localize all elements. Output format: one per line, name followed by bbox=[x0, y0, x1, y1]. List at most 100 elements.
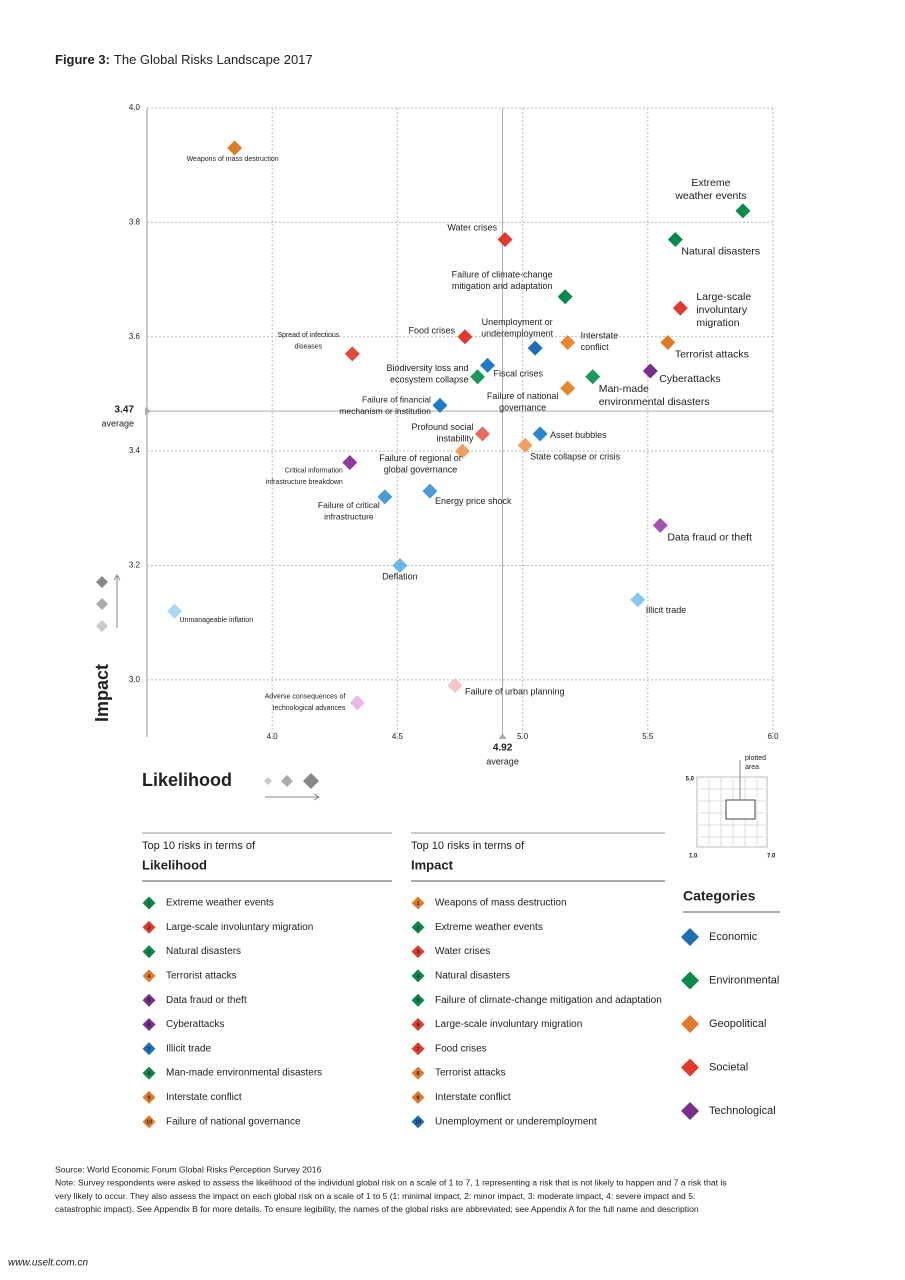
risk-point bbox=[432, 397, 448, 413]
inset-label: plotted area bbox=[745, 755, 766, 771]
point-label-line: Natural disasters bbox=[681, 245, 760, 257]
list-item: Natural disasters bbox=[166, 946, 241, 957]
list-item: Interstate conflict bbox=[435, 1092, 511, 1103]
point-label-line: Energy price shock bbox=[435, 496, 512, 506]
rank-marker bbox=[411, 969, 425, 983]
point-label: Failure of critical infrastructure bbox=[318, 500, 380, 522]
list-item: Failure of climate-change mitigation and… bbox=[435, 995, 662, 1006]
list-item: Unemployment or underemployment bbox=[435, 1116, 597, 1127]
rank-number: 8 bbox=[416, 1071, 419, 1077]
rank-marker bbox=[142, 993, 156, 1007]
list-item: Data fraud or theft bbox=[166, 995, 247, 1006]
inset-x-right: 7.0 bbox=[767, 854, 776, 860]
risk-point bbox=[652, 517, 668, 533]
rank-marker bbox=[142, 1090, 156, 1104]
list-item: Terrorist attacks bbox=[166, 971, 237, 982]
rank-number: 4 bbox=[147, 974, 151, 980]
point-label-line: Asset bubbles bbox=[550, 430, 607, 440]
legend-label: Technological bbox=[709, 1105, 776, 1117]
risk-point bbox=[457, 329, 473, 345]
risk-point bbox=[480, 357, 496, 373]
legend-marker bbox=[681, 928, 699, 946]
point-label: Profound social instability bbox=[411, 422, 474, 444]
point-label: Biodiversity loss and ecosystem collapse bbox=[386, 363, 468, 385]
point-label-line: infrastructure bbox=[324, 512, 374, 522]
point-label-line: mechanism or institution bbox=[339, 406, 431, 416]
point-label: Natural disasters bbox=[681, 245, 760, 257]
list-item: Water crises bbox=[435, 946, 490, 957]
point-label: Asset bubbles bbox=[550, 430, 607, 440]
point-label-line: Failure of financial bbox=[362, 395, 431, 405]
rank-number: 7 bbox=[147, 1047, 150, 1053]
x-axis-title: Likelihood bbox=[142, 770, 232, 790]
point-label: Cyberattacks bbox=[659, 373, 720, 385]
arrow bbox=[113, 574, 121, 581]
point-label-line: Failure of climate-change bbox=[452, 270, 553, 280]
rank-marker bbox=[142, 896, 156, 910]
rank-number: 5 bbox=[416, 998, 419, 1004]
average-marker bbox=[498, 733, 507, 739]
rank-marker bbox=[142, 969, 156, 983]
rank-number: 8 bbox=[147, 1071, 150, 1077]
y-tick-label: 3.2 bbox=[129, 561, 141, 570]
risk-point bbox=[660, 334, 676, 350]
risk-point bbox=[422, 483, 438, 499]
list-title: Likelihood bbox=[142, 857, 207, 872]
rank-marker bbox=[142, 1066, 156, 1080]
legend-label: Geopolitical bbox=[709, 1018, 766, 1030]
rank-marker bbox=[142, 1115, 156, 1129]
risk-point bbox=[475, 426, 491, 442]
inset bbox=[696, 760, 768, 848]
rank-marker bbox=[411, 1042, 425, 1056]
rank-number: 7 bbox=[416, 1047, 419, 1053]
point-label: Failure of national governance bbox=[487, 392, 559, 414]
point-label-line: State collapse or crisis bbox=[530, 452, 621, 462]
x-tick-label: 4.0 bbox=[267, 732, 279, 741]
risk-point bbox=[517, 437, 533, 453]
risk-point bbox=[227, 140, 243, 156]
point-label: Extreme weather events bbox=[674, 177, 746, 202]
point-label: Data fraud or theft bbox=[667, 531, 752, 543]
arrow bbox=[313, 793, 320, 801]
source-line: catastrophic impact). See Appendix B for… bbox=[55, 1204, 699, 1214]
axis-decor bbox=[96, 574, 320, 801]
y-tick-label: 3.4 bbox=[129, 446, 141, 455]
rank-marker bbox=[411, 1018, 425, 1031]
rank-number: 6 bbox=[147, 1022, 150, 1028]
risk-point bbox=[447, 678, 463, 694]
point-label-line: Failure of urban planning bbox=[465, 687, 565, 697]
x-tick-label: 6.0 bbox=[767, 732, 779, 741]
point-label-line: Terrorist attacks bbox=[675, 348, 749, 360]
rank-number: 9 bbox=[416, 1095, 419, 1101]
point-label: Adverse consequences of technological adv… bbox=[265, 694, 346, 713]
categories-title: Categories bbox=[683, 888, 756, 904]
list-item: Illicit trade bbox=[166, 1043, 211, 1054]
risk-point bbox=[470, 369, 486, 385]
point-label-line: Man-made bbox=[599, 383, 649, 395]
rank-number: 3 bbox=[147, 950, 150, 956]
legend-marker bbox=[681, 1058, 699, 1077]
y-average-label: average bbox=[101, 418, 134, 428]
point-label: Failure of urban planning bbox=[465, 687, 565, 697]
legend-marker bbox=[681, 971, 699, 990]
point-label-line: Data fraud or theft bbox=[667, 531, 752, 543]
list-item: Failure of national governance bbox=[166, 1116, 301, 1127]
source-line: Note: Survey respondents were asked to a… bbox=[55, 1178, 727, 1188]
rank-number: 3 bbox=[416, 950, 419, 956]
title-prefix: Figure 3: bbox=[55, 52, 110, 67]
average-marker bbox=[145, 407, 151, 416]
source-line: very likely to occur. They also assess t… bbox=[55, 1191, 695, 1201]
risk-point bbox=[167, 603, 183, 619]
point-label: Water crises bbox=[447, 223, 497, 233]
point-label-line: Illicit trade bbox=[646, 605, 687, 615]
rank-number: 10 bbox=[146, 1120, 152, 1126]
rank-marker bbox=[142, 1018, 156, 1031]
point-label-line: Deflation bbox=[382, 572, 418, 582]
point-label-line: mitigation and adaptation bbox=[452, 282, 553, 292]
point-label-line: governance bbox=[499, 403, 546, 413]
list-item: Man-made environmental disasters bbox=[166, 1068, 322, 1079]
decor bbox=[264, 777, 272, 785]
list-item: Interstate conflict bbox=[166, 1092, 242, 1103]
point-label-line: technological advances bbox=[273, 705, 346, 712]
